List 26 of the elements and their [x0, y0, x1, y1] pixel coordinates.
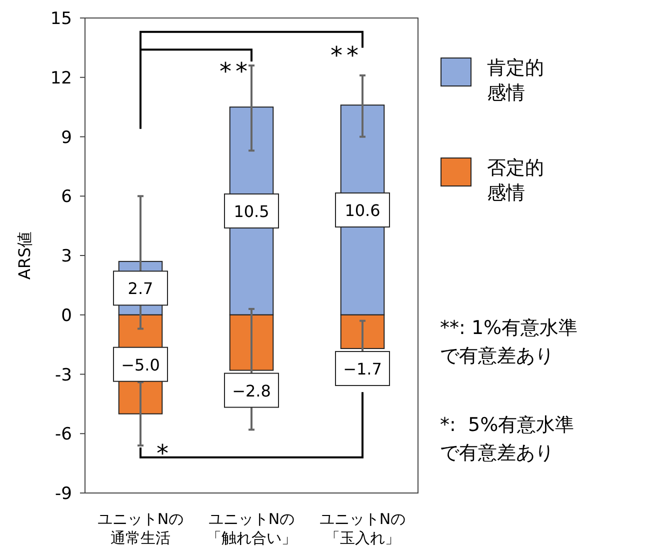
legend-label: 否定的感情	[487, 156, 545, 206]
y-tick-label: 12	[50, 68, 72, 88]
x-tick-label: ユニットNの「触れ合い」	[206, 510, 298, 548]
y-tick-label: 15	[50, 9, 72, 29]
y-tick-label: 0	[61, 306, 72, 326]
data-label: −2.8	[232, 381, 271, 400]
annotation: *	[156, 439, 172, 468]
x-tick-label: ユニットNの「玉入れ」	[318, 510, 407, 548]
y-tick-label: 3	[61, 246, 72, 266]
data-label: −5.0	[121, 355, 160, 374]
legend-label: 肯定的感情	[487, 56, 545, 106]
annotation: **	[220, 57, 252, 86]
y-tick-label: 6	[61, 187, 72, 208]
text: **: 1%有意水準で有意差あり	[440, 316, 579, 369]
annotation: **	[330, 42, 362, 70]
x-tick-label: ユニットNの通常生活	[96, 510, 185, 548]
text: *: 5%有意水準で有意差あり	[440, 413, 576, 466]
y-axis-title: ARS値	[15, 231, 34, 280]
y-tick-label: -9	[55, 484, 72, 504]
y-tick-label: 9	[61, 128, 72, 148]
data-label: 10.6	[344, 200, 380, 220]
y-tick-label: -3	[55, 365, 72, 386]
y-tick-label: -6	[55, 424, 72, 445]
data-label: 2.7	[128, 279, 154, 298]
data-label: −1.7	[343, 360, 382, 379]
data-label: 10.5	[234, 202, 270, 221]
